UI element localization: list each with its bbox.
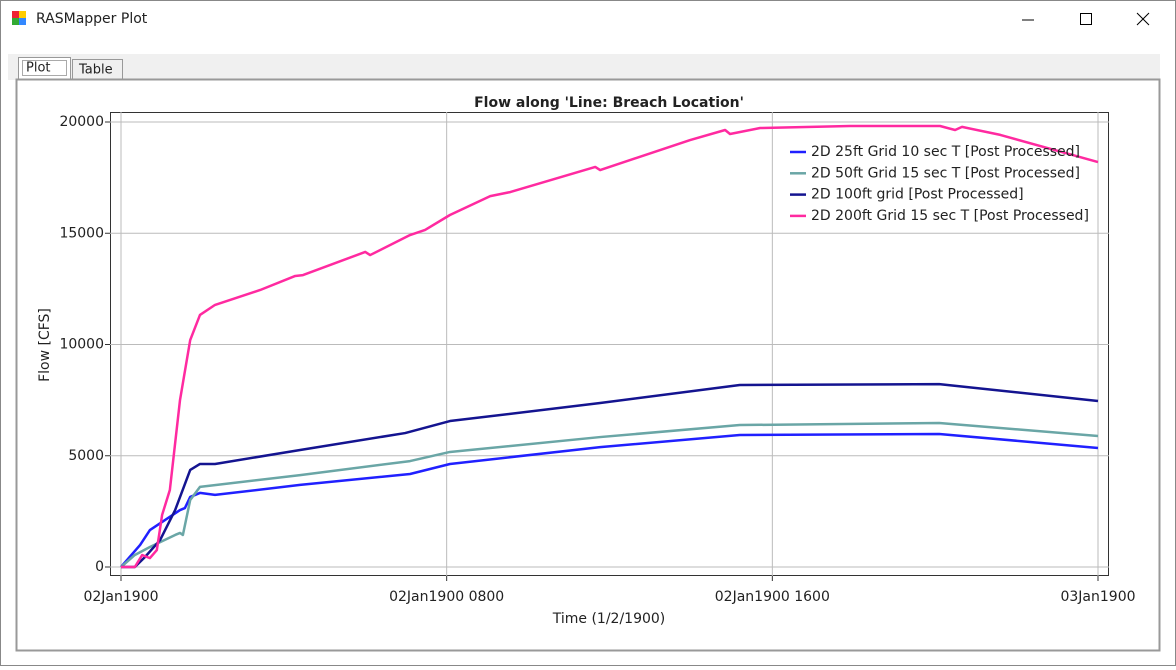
y-axis-title: Flow [CFS] [37, 308, 53, 382]
plot-panel [15, 78, 1161, 652]
x-tick-label: 02Jan1900 [83, 589, 158, 605]
close-button[interactable] [1136, 12, 1150, 26]
y-tick-label: 15000 [59, 225, 104, 241]
y-tick-label: 5000 [68, 448, 104, 464]
tab-focus [22, 60, 67, 76]
app-icon [12, 11, 26, 25]
x-tick-label: 02Jan1900 0800 [389, 589, 504, 605]
window-title: RASMapper Plot [36, 11, 148, 27]
y-tick-label: 0 [95, 559, 104, 575]
y-tick-label: 20000 [59, 114, 104, 130]
legend-label: 2D 25ft Grid 10 sec T [Post Processed] [811, 144, 1080, 160]
series-line [121, 382, 1099, 569]
tab-label: Plot [26, 61, 51, 76]
maximize-button[interactable] [1080, 13, 1092, 25]
x-axis-title: Time (1/2/1900) [552, 611, 666, 627]
series-line [121, 124, 1099, 569]
legend-label: 2D 50ft Grid 15 sec T [Post Processed] [811, 165, 1080, 181]
tab-strip [8, 54, 1160, 80]
x-tick-label: 02Jan1900 1600 [715, 589, 830, 605]
series-line [120, 432, 1099, 568]
x-tick-label: 03Jan1900 [1060, 589, 1135, 605]
legend-label: 2D 200ft Grid 15 sec T [Post Processed] [811, 208, 1089, 224]
legend-label: 2D 100ft grid [Post Processed] [811, 187, 1024, 203]
tab-label: Table [78, 63, 113, 78]
y-tick-label: 10000 [59, 337, 104, 353]
chart-title: Flow along 'Line: Breach Location' [474, 95, 744, 111]
